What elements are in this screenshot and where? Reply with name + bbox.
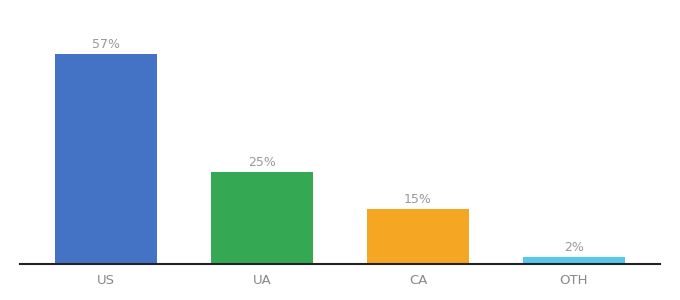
Text: 25%: 25% [248, 156, 276, 169]
Text: 2%: 2% [564, 241, 584, 254]
Text: 57%: 57% [92, 38, 120, 51]
Bar [523, 256, 624, 264]
Bar [56, 53, 157, 264]
Bar [211, 172, 313, 264]
Text: 15%: 15% [404, 193, 432, 206]
Bar [367, 208, 469, 264]
